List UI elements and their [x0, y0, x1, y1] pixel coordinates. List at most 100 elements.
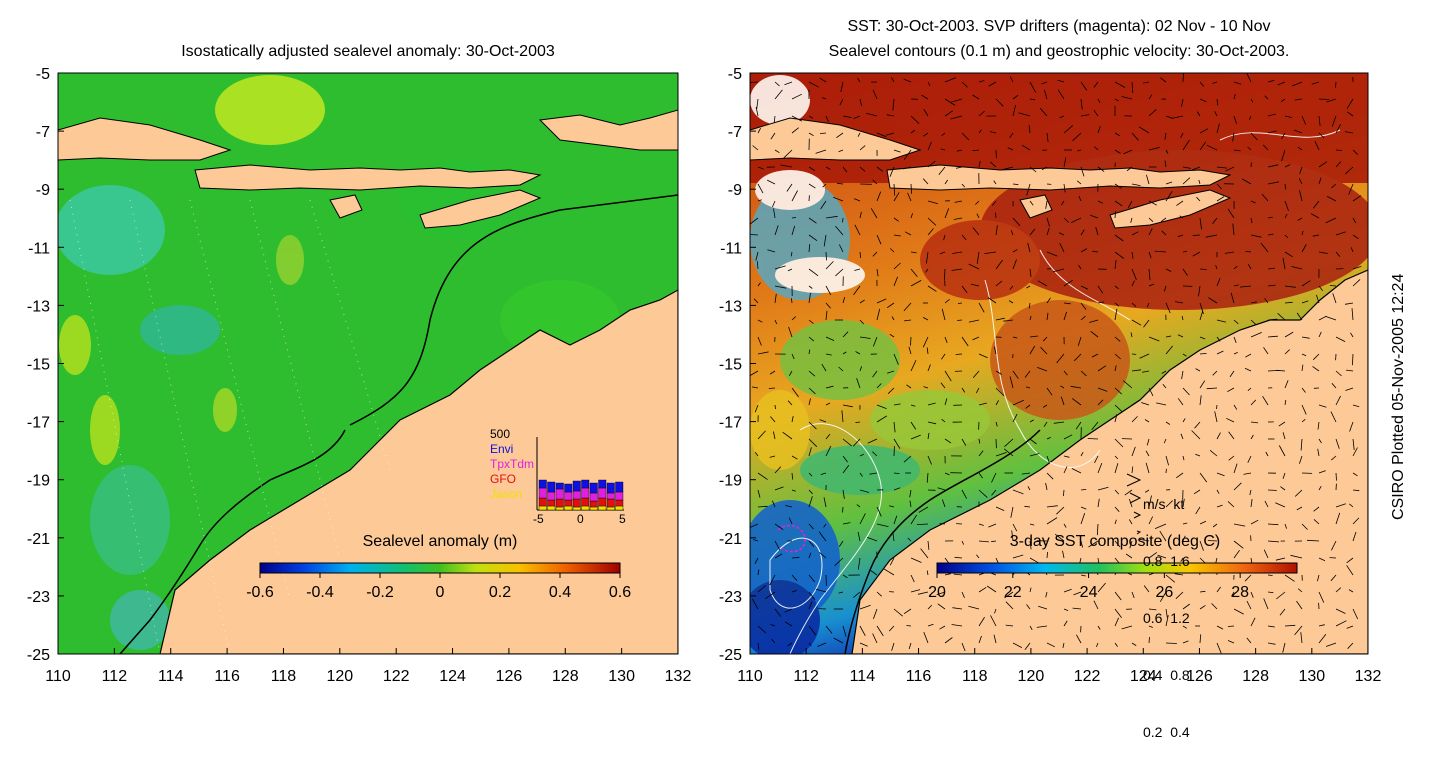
velocity-arrow — [957, 320, 962, 321]
lat-tick-label: -19 — [719, 473, 742, 490]
inset-legend: 500 Envi TpxTdm GFO Jason — [490, 427, 534, 502]
lon-tick-label: 122 — [1074, 668, 1101, 685]
velocity-arrow — [1330, 286, 1336, 287]
velocity-arrow — [1183, 73, 1184, 82]
inset-bar-segment — [548, 492, 556, 500]
inset-bar-segment — [573, 507, 581, 510]
lon-tick-label: 126 — [1186, 668, 1213, 685]
lat-tick-label: -21 — [27, 531, 50, 548]
inset-bar-segment — [548, 482, 556, 492]
colorbar-tick-label: -0.2 — [366, 584, 394, 601]
colorbar-tick-label: 24 — [1080, 584, 1098, 601]
legend-ms: 0.8 — [1143, 553, 1162, 569]
inset-bar-segment — [616, 482, 624, 492]
lon-tick-label: 130 — [608, 668, 635, 685]
inset-bar-segment — [556, 489, 564, 499]
lon-tick-label: 114 — [850, 668, 876, 685]
colorbar-tick-label: 0.2 — [489, 584, 511, 601]
lon-tick-label: 112 — [793, 668, 819, 685]
lon-tick-label: 118 — [962, 668, 988, 685]
inset-bar-segment — [590, 493, 598, 501]
velocity-arrow — [958, 303, 962, 304]
inset-bar-segment — [565, 484, 573, 492]
velocity-arrow — [1336, 82, 1337, 88]
inset-bar-segment — [539, 498, 547, 506]
inset-bar-segment — [607, 499, 615, 507]
lon-tick-label: 130 — [1298, 668, 1325, 685]
left-colorbar-label: Sealevel anomaly (m) — [330, 533, 550, 551]
lat-tick-label: -9 — [728, 182, 742, 199]
left-title: Isostatically adjusted sealevel anomaly:… — [58, 43, 678, 61]
velocity-arrow — [1336, 473, 1337, 481]
inset-legend-jason: Jason — [490, 487, 534, 502]
legend-ms: 0.6 — [1143, 610, 1162, 626]
lat-tick-label: -7 — [728, 124, 742, 141]
inset-bar-segment — [599, 506, 607, 510]
inset-bar-segment — [616, 500, 624, 506]
lat-tick-label: -23 — [719, 589, 742, 606]
lon-tick-label: 132 — [1355, 668, 1382, 685]
velocity-arrow — [751, 235, 758, 236]
velocity-arrow — [1228, 626, 1234, 627]
legend-ms: 0.4 — [1143, 667, 1162, 683]
velocity-legend-row: 0.2 0.4 — [1143, 723, 1190, 742]
inset-bar-segment — [590, 507, 598, 510]
inset-bar-segment — [565, 506, 573, 510]
velocity-arrow — [792, 218, 796, 219]
lon-tick-label: 116 — [214, 668, 240, 685]
inset-bar-segment — [599, 498, 607, 506]
velocity-arrow — [911, 337, 912, 346]
lat-tick-label: -7 — [36, 124, 50, 141]
colorbar-tick-label: -0.6 — [246, 584, 274, 601]
legend-header-ms: m/s — [1143, 496, 1166, 512]
velocity-arrow — [1319, 99, 1329, 100]
inset-xtick: 0 — [577, 512, 584, 526]
colorbar-tick-label: 28 — [1231, 584, 1249, 601]
lat-tick-label: -17 — [27, 415, 50, 432]
lat-tick-label: -9 — [36, 182, 50, 199]
lat-tick-label: -21 — [719, 531, 742, 548]
velocity-arrow — [1251, 162, 1252, 167]
colorbar-tick-label: 0 — [436, 584, 445, 601]
velocity-arrow — [956, 354, 962, 355]
lon-tick-label: 122 — [383, 668, 410, 685]
inset-bar-segment — [616, 492, 624, 500]
lon-tick-label: 126 — [496, 668, 523, 685]
lon-tick-label: 114 — [158, 668, 184, 685]
right-colorbar-label: 3-day SST composite (deg C) — [960, 533, 1270, 551]
inset-bar-segment — [573, 491, 581, 499]
inset-bar-segment — [556, 499, 564, 507]
inset-bar-segment — [582, 480, 590, 488]
lat-tick-label: -11 — [720, 240, 742, 257]
velocity-arrow — [775, 405, 776, 409]
inset-legend-gfo: GFO — [490, 472, 534, 487]
lon-tick-label: 128 — [552, 668, 579, 685]
velocity-arrow — [769, 388, 775, 389]
colorbar-tick-label: 0.6 — [609, 584, 631, 601]
lon-tick-label: 110 — [737, 668, 763, 685]
legend-kt: 0.4 — [1170, 724, 1189, 740]
colorbar-tick-label: 20 — [928, 584, 946, 601]
velocity-arrow — [940, 524, 945, 525]
inset-bar-segment — [599, 480, 607, 488]
inset-bar-segment — [607, 493, 615, 499]
lat-tick-label: -15 — [27, 357, 50, 374]
velocity-arrow — [1200, 269, 1207, 270]
inset-bar-segment — [573, 499, 581, 507]
velocity-arrow — [1193, 235, 1200, 236]
colorbar-tick-label: 0.4 — [549, 584, 571, 601]
inset-xtick: -5 — [533, 512, 544, 526]
inset-bar-segment — [565, 500, 573, 506]
right-title-line1: SST: 30-Oct-2003. SVP drifters (magenta)… — [750, 18, 1368, 36]
inset-bar-segment — [582, 506, 590, 510]
velocity-arrow — [1268, 575, 1273, 576]
inset-xtick: 5 — [619, 512, 626, 526]
legend-header-kt: kt — [1173, 496, 1184, 512]
lat-tick-label: -15 — [719, 357, 742, 374]
lon-tick-label: 124 — [439, 668, 466, 685]
velocity-legend-row: 0.6 1.2 — [1143, 609, 1190, 628]
velocity-legend: m/s kt 0.8 1.6 0.6 1.2 0.4 0.8 0.2 0.4 — [1143, 457, 1190, 761]
inset-bar-segment — [565, 492, 573, 500]
lon-tick-label: 110 — [45, 668, 71, 685]
